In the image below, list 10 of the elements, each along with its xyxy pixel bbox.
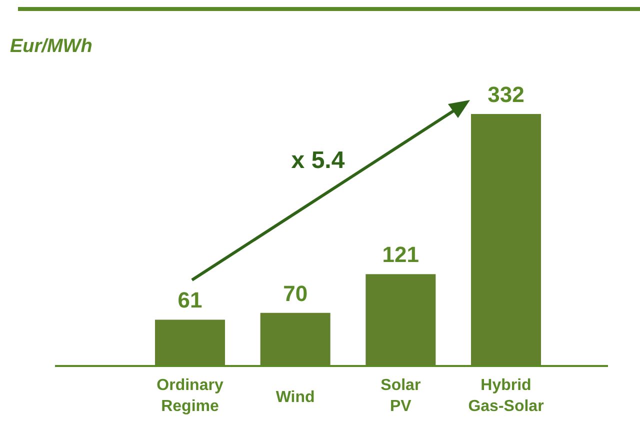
- data-label: 121: [382, 242, 420, 268]
- x-tick-label: Hybrid Gas-Solar: [468, 377, 544, 415]
- data-label: 61: [178, 288, 202, 313]
- x-tick-label: Ordinary Regime: [156, 377, 224, 415]
- y-axis-title: Eur/MWh: [10, 36, 92, 57]
- data-label: 332: [488, 82, 524, 107]
- annotation: x 5.4: [291, 147, 346, 174]
- x-tick-label: Solar PV: [380, 377, 421, 415]
- x-tick-label: Wind: [276, 389, 315, 406]
- data-label: 70: [283, 280, 308, 306]
